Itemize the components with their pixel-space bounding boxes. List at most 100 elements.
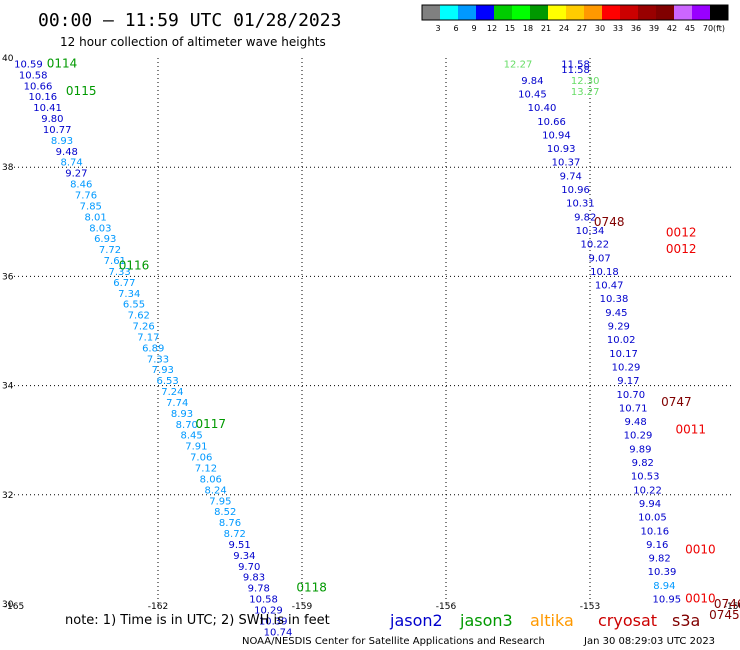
- x-tick-label: -150: [724, 602, 740, 612]
- x-axis-ticks: -165 -162 -159 -156 -153 -150: [4, 602, 740, 612]
- color-scale-bar: 3 6 9 12 15 18 21 24 27 30 33 36 39 42 45 70: [421, 4, 729, 33]
- satellite-legend: jason2 jason3 altika cryosat s3a: [389, 611, 700, 630]
- wave-height-value: 7.85: [80, 201, 102, 212]
- wave-height-value: 9.51: [228, 540, 250, 551]
- pass-time-label: 0115: [66, 84, 97, 98]
- wave-height-value: 8.76: [219, 518, 241, 529]
- wave-height-value: 9.78: [248, 584, 270, 595]
- y-tick-label: 38: [2, 163, 14, 173]
- wave-height-value: 7.17: [137, 332, 159, 343]
- color-swatch: [710, 5, 729, 20]
- wave-height-value: 10.70: [616, 390, 645, 401]
- wave-height-value: 8.03: [89, 223, 111, 234]
- legend-item-cryosat: cryosat: [598, 611, 657, 630]
- color-swatch: [566, 5, 585, 20]
- y-tick-label: 30: [2, 600, 14, 610]
- wave-height-value: 10.94: [542, 130, 571, 141]
- color-scale-unit: (ft): [713, 24, 725, 33]
- color-scale-label: 36: [631, 24, 641, 33]
- color-swatch: [656, 5, 675, 20]
- wave-height-value: 7.91: [185, 442, 207, 453]
- wave-height-value: 10.02: [607, 335, 636, 346]
- color-swatch: [422, 5, 441, 20]
- wave-height-value: 9.70: [238, 562, 260, 573]
- color-scale-label: 27: [577, 24, 587, 33]
- footer-note: note: 1) Time is in UTC; 2) SWH is in fe…: [65, 613, 330, 628]
- color-swatch: [692, 5, 711, 20]
- color-scale-label: 3: [435, 24, 440, 33]
- pass-time-label: 0010: [685, 542, 716, 556]
- wave-height-value: 8.45: [180, 431, 202, 442]
- wave-height-value: 8.93: [51, 136, 73, 147]
- y-tick-label: 32: [2, 491, 13, 501]
- wave-height-value: 7.12: [195, 464, 217, 475]
- wave-height-value: 9.48: [624, 417, 646, 428]
- wave-height-value: 7.06: [190, 453, 212, 464]
- wave-height-value: 12.30: [571, 76, 600, 87]
- wave-height-value: 7.93: [152, 365, 174, 376]
- color-swatch: [548, 5, 567, 20]
- color-swatch: [620, 5, 639, 20]
- wave-height-value: 7.34: [118, 289, 140, 300]
- wave-height-value: 10.29: [624, 431, 653, 442]
- legend-item-altika: altika: [530, 611, 574, 630]
- wave-height-value: 9.16: [646, 540, 668, 551]
- y-tick-label: 36: [2, 272, 14, 282]
- wave-height-value: 8.06: [200, 474, 222, 485]
- y-tick-label: 40: [2, 54, 14, 64]
- wave-height-value: 6.53: [156, 376, 178, 387]
- color-scale-label: 18: [523, 24, 533, 33]
- wave-height-value: 9.82: [648, 554, 670, 565]
- wave-height-value: 10.39: [259, 616, 288, 627]
- wave-height-value: 8.93: [171, 409, 193, 420]
- wave-height-value: 9.83: [243, 573, 265, 584]
- page-subtitle: 12 hour collection of altimeter wave hei…: [60, 35, 326, 49]
- color-swatch: [602, 5, 621, 20]
- wave-height-value: 9.17: [617, 376, 639, 387]
- wave-height-value: 9.89: [629, 444, 651, 455]
- wave-height-value: 10.96: [561, 185, 590, 196]
- wave-height-value: 10.41: [33, 103, 62, 114]
- color-scale-label: 30: [595, 24, 605, 33]
- wave-height-value: 10.45: [518, 89, 547, 100]
- wave-height-value: 9.45: [605, 308, 627, 319]
- wave-height-value: 10.58: [19, 70, 48, 81]
- wave-height-value: 10.38: [600, 294, 629, 305]
- wave-height-value: 9.74: [560, 171, 582, 182]
- wave-height-value: 10.16: [640, 526, 669, 537]
- pass-time-label: 0011: [676, 422, 707, 436]
- color-scale-label: 9: [471, 24, 476, 33]
- color-swatch: [674, 5, 693, 20]
- wave-height-value: 7.33: [147, 354, 169, 365]
- color-scale-label: 33: [613, 24, 623, 33]
- color-swatch: [440, 5, 459, 20]
- wave-height-value: 10.22: [633, 485, 662, 496]
- wave-height-value: 9.27: [65, 169, 87, 180]
- wave-height-value: 10.40: [528, 103, 557, 114]
- wave-height-value: 7.33: [108, 267, 130, 278]
- wave-height-value: 10.29: [612, 362, 641, 373]
- wave-height-value: 10.29: [254, 605, 283, 616]
- color-scale-label: 70: [703, 24, 713, 33]
- wave-height-value: 7.74: [166, 398, 188, 409]
- legend-item-jason2: jason2: [389, 611, 443, 630]
- color-swatch: [494, 5, 513, 20]
- wave-height-value: 8.24: [204, 485, 226, 496]
- wave-height-value: 10.18: [590, 267, 619, 278]
- x-tick-label: -165: [4, 602, 24, 612]
- color-scale-label: 6: [453, 24, 458, 33]
- color-scale-label: 12: [487, 24, 497, 33]
- wave-height-value: 11.58: [561, 59, 590, 70]
- pass-time-label: 0116: [119, 258, 150, 272]
- wave-height-value: 8.46: [70, 180, 92, 191]
- wave-height-value: 9.07: [588, 253, 610, 264]
- wave-height-value: 9.29: [608, 322, 630, 333]
- wave-height-value: 9.84: [521, 76, 543, 87]
- wave-height-value: 9.80: [41, 114, 63, 125]
- x-tick-label: -159: [292, 602, 313, 612]
- wave-height-value: 7.95: [209, 496, 231, 507]
- pass-time-label: 0745: [709, 608, 740, 622]
- wave-height-value: 9.94: [639, 499, 661, 510]
- wave-height-value: 10.34: [576, 226, 605, 237]
- color-scale-label: 45: [685, 24, 695, 33]
